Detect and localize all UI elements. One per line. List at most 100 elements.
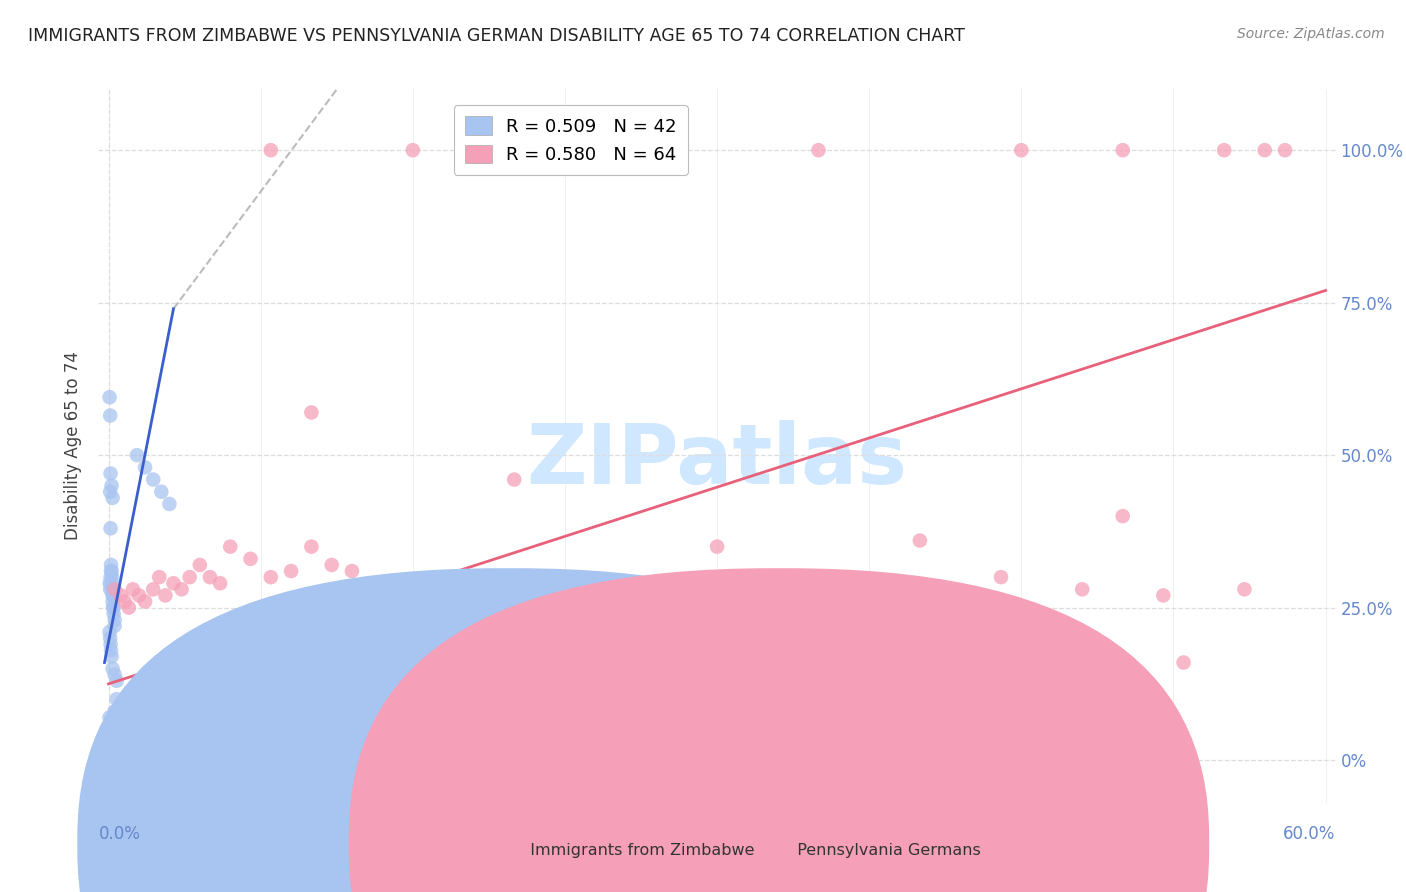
Point bbox=[1010, 143, 1032, 157]
Point bbox=[1112, 143, 1135, 157]
Point bbox=[299, 673, 322, 688]
Point bbox=[100, 521, 122, 535]
Point bbox=[157, 497, 180, 511]
Text: ZIPatlas: ZIPatlas bbox=[527, 420, 907, 500]
Point bbox=[100, 649, 122, 664]
Point bbox=[125, 448, 148, 462]
Point bbox=[100, 467, 122, 481]
Point bbox=[104, 667, 127, 681]
Point bbox=[706, 540, 728, 554]
Point bbox=[122, 582, 145, 597]
Point bbox=[148, 570, 170, 584]
Point bbox=[868, 631, 890, 645]
Point bbox=[188, 558, 211, 572]
Point bbox=[219, 540, 242, 554]
Point bbox=[605, 143, 627, 157]
Point bbox=[101, 589, 124, 603]
Point bbox=[134, 594, 156, 608]
Y-axis label: Disability Age 65 to 74: Disability Age 65 to 74 bbox=[65, 351, 83, 541]
Point bbox=[155, 589, 177, 603]
Point bbox=[970, 637, 993, 651]
Point bbox=[340, 564, 363, 578]
Point bbox=[100, 564, 122, 578]
Text: IMMIGRANTS FROM ZIMBABWE VS PENNSYLVANIA GERMAN DISABILITY AGE 65 TO 74 CORRELAT: IMMIGRANTS FROM ZIMBABWE VS PENNSYLVANIA… bbox=[28, 27, 965, 45]
Point bbox=[1152, 589, 1174, 603]
Point bbox=[179, 570, 201, 584]
Point bbox=[104, 704, 127, 718]
Text: 60.0%: 60.0% bbox=[1284, 825, 1336, 843]
Point bbox=[1213, 143, 1236, 157]
Point bbox=[1173, 656, 1195, 670]
Point bbox=[807, 143, 830, 157]
Point bbox=[544, 589, 567, 603]
Point bbox=[100, 716, 122, 731]
Point bbox=[100, 637, 122, 651]
Point bbox=[101, 662, 124, 676]
Point bbox=[101, 600, 124, 615]
Point bbox=[101, 570, 124, 584]
Point bbox=[105, 692, 128, 706]
Point bbox=[104, 619, 127, 633]
Point bbox=[1071, 582, 1094, 597]
Point bbox=[110, 589, 132, 603]
Point bbox=[605, 600, 627, 615]
Point bbox=[100, 564, 122, 578]
Text: Pennsylvania Germans: Pennsylvania Germans bbox=[787, 843, 981, 858]
Point bbox=[98, 582, 121, 597]
Point bbox=[503, 473, 526, 487]
Point bbox=[299, 540, 322, 554]
Point bbox=[101, 589, 124, 603]
Point bbox=[239, 551, 262, 566]
Point bbox=[114, 594, 136, 608]
Point bbox=[103, 607, 125, 621]
Point bbox=[100, 643, 122, 657]
Point bbox=[101, 723, 124, 737]
Point bbox=[463, 589, 485, 603]
Text: 0.0%: 0.0% bbox=[98, 825, 141, 843]
Point bbox=[1112, 509, 1135, 524]
Point bbox=[101, 594, 124, 608]
Point bbox=[1071, 649, 1094, 664]
Point bbox=[361, 576, 384, 591]
Point bbox=[1274, 143, 1296, 157]
Point bbox=[1233, 582, 1256, 597]
Point bbox=[1254, 143, 1277, 157]
Point bbox=[101, 582, 124, 597]
Point bbox=[260, 570, 283, 584]
Point bbox=[260, 716, 283, 731]
Point bbox=[98, 409, 121, 423]
Point bbox=[828, 600, 851, 615]
Point bbox=[706, 662, 728, 676]
Point bbox=[100, 558, 122, 572]
Point bbox=[142, 582, 165, 597]
Point bbox=[990, 570, 1012, 584]
Point bbox=[142, 473, 165, 487]
Point bbox=[321, 558, 343, 572]
Point bbox=[299, 405, 322, 419]
Point bbox=[105, 673, 128, 688]
Point bbox=[422, 576, 444, 591]
Point bbox=[665, 607, 688, 621]
Point bbox=[98, 484, 121, 499]
Point bbox=[100, 576, 122, 591]
Point bbox=[104, 582, 127, 597]
Point bbox=[503, 680, 526, 694]
Point bbox=[98, 710, 121, 724]
Point bbox=[98, 390, 121, 404]
Point bbox=[908, 533, 931, 548]
Text: Immigrants from Zimbabwe: Immigrants from Zimbabwe bbox=[520, 843, 755, 858]
Point bbox=[198, 704, 221, 718]
Point bbox=[280, 564, 302, 578]
Point bbox=[98, 631, 121, 645]
Point bbox=[260, 143, 283, 157]
Point bbox=[381, 582, 404, 597]
Text: Source: ZipAtlas.com: Source: ZipAtlas.com bbox=[1237, 27, 1385, 41]
Point bbox=[98, 625, 121, 640]
Point bbox=[100, 478, 122, 492]
Point bbox=[908, 607, 931, 621]
Point bbox=[747, 619, 769, 633]
Point bbox=[101, 491, 124, 505]
Point bbox=[103, 600, 125, 615]
Point bbox=[104, 613, 127, 627]
Point bbox=[198, 570, 221, 584]
